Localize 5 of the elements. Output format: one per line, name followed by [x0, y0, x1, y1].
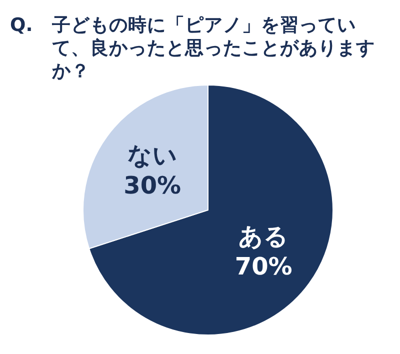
slice-label: ない: [127, 142, 178, 170]
data-label: 70%: [234, 252, 292, 280]
data-label: 30%: [124, 172, 182, 200]
chart-title: Q. 子どもの時に「ピアノ」を習っていて、良かったと思ったことがありますか？: [10, 14, 376, 83]
slice-label: ある: [238, 222, 289, 250]
